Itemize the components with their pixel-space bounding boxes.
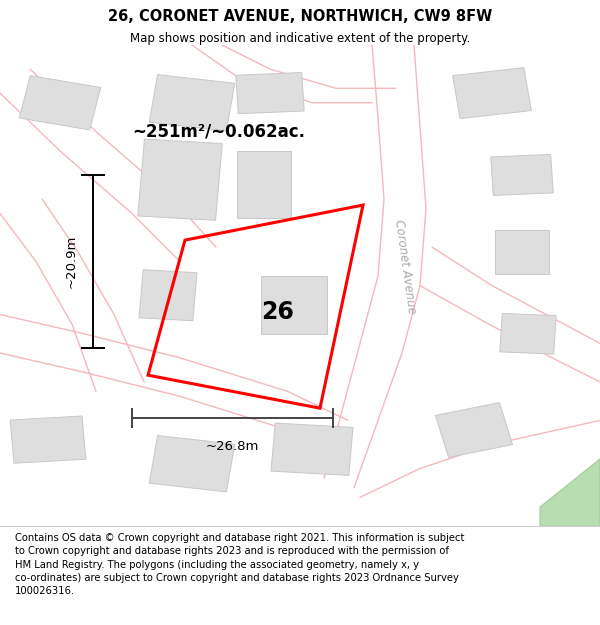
Text: Coronet Avenue: Coronet Avenue: [392, 218, 418, 314]
Polygon shape: [149, 436, 235, 492]
Polygon shape: [236, 72, 304, 114]
Polygon shape: [500, 313, 556, 354]
Polygon shape: [139, 270, 197, 321]
Polygon shape: [10, 416, 86, 463]
Polygon shape: [491, 154, 553, 196]
Polygon shape: [19, 76, 101, 130]
Polygon shape: [540, 459, 600, 526]
Text: ~20.9m: ~20.9m: [65, 235, 78, 288]
Polygon shape: [138, 139, 222, 221]
Text: Contains OS data © Crown copyright and database right 2021. This information is : Contains OS data © Crown copyright and d…: [15, 533, 464, 596]
Text: 26, CORONET AVENUE, NORTHWICH, CW9 8FW: 26, CORONET AVENUE, NORTHWICH, CW9 8FW: [108, 9, 492, 24]
Text: ~251m²/~0.062ac.: ~251m²/~0.062ac.: [132, 122, 305, 141]
Text: 26: 26: [262, 300, 295, 324]
Text: Map shows position and indicative extent of the property.: Map shows position and indicative extent…: [130, 32, 470, 46]
Polygon shape: [452, 68, 532, 119]
Polygon shape: [436, 402, 512, 458]
Polygon shape: [271, 423, 353, 476]
Polygon shape: [237, 151, 291, 218]
Polygon shape: [149, 74, 235, 131]
Text: ~26.8m: ~26.8m: [206, 439, 259, 452]
Polygon shape: [261, 276, 327, 334]
Polygon shape: [495, 230, 549, 274]
